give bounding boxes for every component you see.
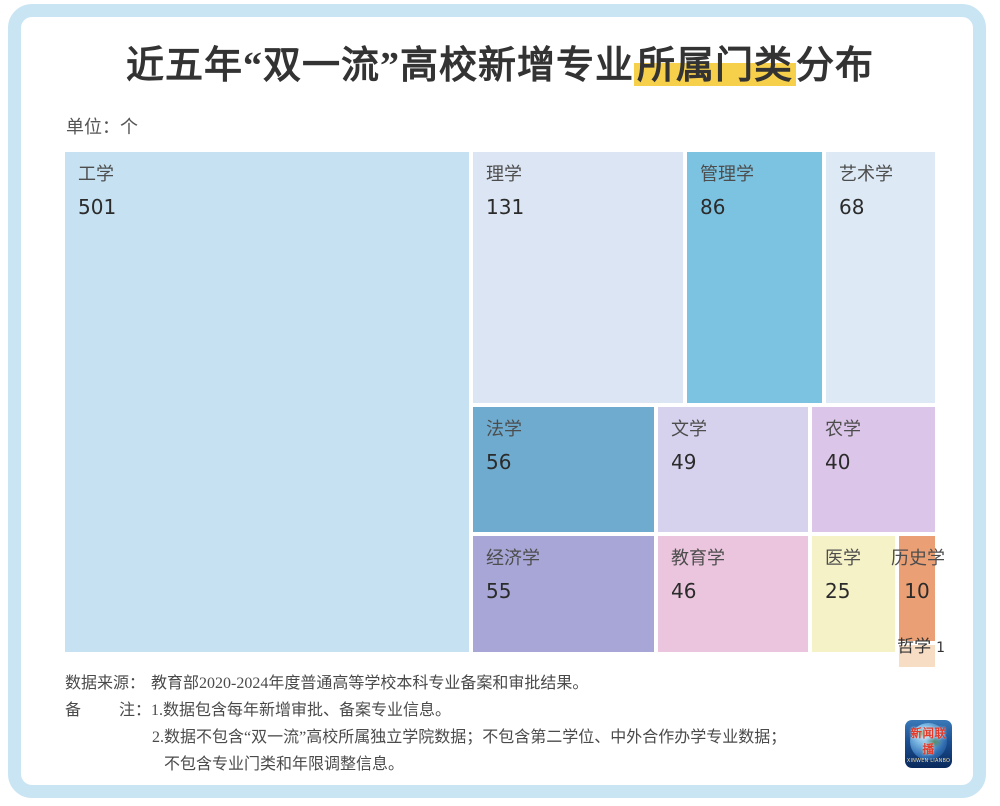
title-highlight: 所属门类 xyxy=(633,45,796,87)
cell-value: 1 xyxy=(936,640,945,656)
note-label: 备 注： xyxy=(65,697,151,724)
cell-value: 68 xyxy=(839,194,865,219)
treemap-cell-literature: 文学 49 xyxy=(658,407,808,532)
treemap-cell-art: 艺术学 68 xyxy=(826,152,935,403)
note-label-left: 备 xyxy=(65,702,82,719)
cell-label: 艺术学 xyxy=(839,164,893,184)
cell-label: 经济学 xyxy=(486,548,540,568)
cell-value: 25 xyxy=(825,578,851,603)
cell-label: 教育学 xyxy=(671,548,725,568)
logo-latin-text: XINWEN LIANBO xyxy=(906,758,951,764)
unit-label: 单位：个 xyxy=(66,117,138,137)
source-label: 数据来源： xyxy=(65,675,146,692)
treemap-cell-engineering: 工学 501 xyxy=(65,152,469,652)
cell-value: 501 xyxy=(78,194,117,219)
note-line-2: 2.数据不包含“双一流”高校所属独立学院数据；不包含第二学位、中外合作办学专业数… xyxy=(152,729,787,746)
treemap-cell-philosophy xyxy=(899,645,935,667)
logo-chinese-text: 新闻联播 xyxy=(910,728,947,756)
note-line-1: 1.数据包含每年新增审批、备案专业信息。 xyxy=(151,702,452,719)
cell-label: 理学 xyxy=(486,164,522,184)
cell-value: 40 xyxy=(825,449,851,474)
globe-icon xyxy=(910,723,947,760)
xinwen-lianbo-logo: 新闻联播 XINWEN LIANBO xyxy=(905,720,952,768)
treemap-chart: 工学 501 理学 131 管理学 86 艺术学 68 法学 56 文学 49 农学 40 经济学 55 教育学… xyxy=(65,152,945,667)
treemap-cell-history: 历史学 10 xyxy=(891,536,945,641)
cell-label: 哲学 xyxy=(897,637,932,656)
cell-value: 56 xyxy=(486,449,512,474)
cell-label: 工学 xyxy=(78,164,114,184)
treemap-cell-education: 教育学 46 xyxy=(658,536,808,652)
treemap-outside-label-philosophy: 哲学 1 xyxy=(897,632,945,657)
title-pre: 近五年“双一流”高校新增专业 xyxy=(125,45,634,87)
treemap-cell-medicine: 医学 25 xyxy=(812,536,895,652)
page-title: 近五年“双一流”高校新增专业所属门类分布 xyxy=(0,34,1000,89)
cell-value: 55 xyxy=(486,578,512,603)
cell-label: 管理学 xyxy=(700,164,754,184)
treemap-cell-law: 法学 56 xyxy=(473,407,654,532)
cell-label: 文学 xyxy=(671,419,707,439)
cell-value: 46 xyxy=(671,578,697,603)
title-post: 分布 xyxy=(796,45,875,87)
footer-notes: 数据来源： 教育部2020-2024年度普通高等学校本科专业备案和审批结果。 备 注… xyxy=(65,670,945,778)
source-row: 数据来源： 教育部2020-2024年度普通高等学校本科专业备案和审批结果。 xyxy=(65,670,945,697)
cell-value: 131 xyxy=(486,194,525,219)
source-text: 教育部2020-2024年度普通高等学校本科专业备案和审批结果。 xyxy=(151,675,589,692)
cell-label: 历史学 xyxy=(891,548,945,568)
cell-value: 49 xyxy=(671,449,697,474)
cell-label: 法学 xyxy=(486,419,522,439)
treemap-cell-economics: 经济学 55 xyxy=(473,536,654,652)
note-label-right: 注： xyxy=(118,702,151,719)
treemap-cell-management: 管理学 86 xyxy=(687,152,822,403)
cell-value: 86 xyxy=(700,194,726,219)
cell-label: 医学 xyxy=(825,548,861,568)
cell-label: 农学 xyxy=(825,419,861,439)
treemap-cell-agronomy: 农学 40 xyxy=(812,407,935,532)
note-line-3: 不包含专业门类和年限调整信息。 xyxy=(164,756,405,773)
treemap-cell-science: 理学 131 xyxy=(473,152,683,403)
cell-value: 10 xyxy=(904,578,930,603)
note-row-1: 备 注： 1.数据包含每年新增审批、备案专业信息。 xyxy=(65,697,945,724)
